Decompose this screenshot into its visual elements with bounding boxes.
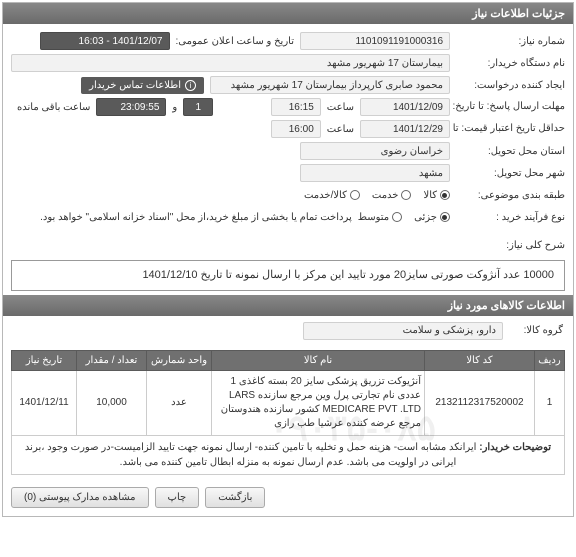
back-button[interactable]: بازگشت — [205, 487, 265, 508]
radio-dot-icon — [440, 190, 450, 200]
th-name: نام کالا — [212, 350, 425, 370]
th-date: تاریخ نیاز — [12, 350, 77, 370]
th-code: کد کالا — [425, 350, 535, 370]
general-title-box: 10000 عدد آنژوکت صورتی سایز20 مورد تایید… — [11, 260, 565, 291]
field-group: دارو، پزشکی و سلامت — [303, 322, 503, 340]
field-remain: 23:09:55 — [96, 98, 166, 116]
radio-both[interactable]: کالا/خدمت — [304, 190, 360, 201]
label-hour-2: ساعت — [321, 124, 360, 135]
field-city: مشهد — [300, 164, 450, 182]
purchase-note: پرداخت تمام یا بخشی از مبلغ خرید،از محل … — [11, 212, 358, 223]
radio-dot-icon — [401, 190, 411, 200]
items-table: ردیف کد کالا نام کالا واحد شمارش تعداد /… — [11, 350, 565, 475]
cell-date: 1401/12/11 — [12, 370, 77, 435]
main-panel-header: جزئیات اطلاعات نیاز — [3, 3, 573, 24]
field-days: 1 — [183, 98, 213, 116]
field-deadline-time: 16:15 — [271, 98, 321, 116]
field-need-no: 1101091191000316 — [300, 32, 450, 50]
label-valid-until: حداقل تاریخ اعتبار قیمت: تا تاریخ: — [450, 123, 565, 135]
field-province: خراسان رضوی — [300, 142, 450, 160]
field-valid-time: 16:00 — [271, 120, 321, 138]
radio-dot-icon — [440, 212, 450, 222]
label-hour-1: ساعت — [321, 102, 360, 113]
radio-service[interactable]: خدمت — [372, 190, 412, 201]
radio-dot-icon — [350, 190, 360, 200]
radio-medium[interactable]: متوسط — [358, 212, 402, 223]
label-province: استان محل تحویل: — [450, 146, 565, 157]
cell-idx: 1 — [535, 370, 565, 435]
attachments-button[interactable]: مشاهده مدارک پیوستی (0) — [11, 487, 149, 508]
label-remaining: ساعت باقی مانده — [11, 102, 96, 113]
th-unit: واحد شمارش — [147, 350, 212, 370]
footer-buttons: مشاهده مدارک پیوستی (0) چاپ بازگشت — [3, 479, 573, 516]
th-qty: تعداد / مقدار — [77, 350, 147, 370]
label-group: گروه کالا: — [503, 325, 563, 336]
label-desc: توضیحات خریدار: — [479, 442, 551, 453]
field-buyer: بیمارستان 17 شهریور مشهد — [11, 54, 450, 72]
field-public-date: 1401/12/07 - 16:03 — [40, 32, 170, 50]
category-radio-group: کالا خدمت کالا/خدمت — [304, 190, 450, 201]
purchase-radio-group: جزئی متوسط — [358, 212, 450, 223]
notes-row: توضیحات خریدار: ایرانکد مشابه است- هزینه… — [12, 435, 565, 474]
label-need-no: شماره نیاز: — [450, 36, 565, 47]
label-general-title: شرح کلی نیاز: — [450, 240, 565, 251]
cell-qty: 10,000 — [77, 370, 147, 435]
contact-buyer-button[interactable]: i اطلاعات تماس خریدار — [81, 77, 204, 94]
label-buyer: نام دستگاه خریدار: — [450, 58, 565, 69]
cell-notes: توضیحات خریدار: ایرانکد مشابه است- هزینه… — [12, 435, 565, 474]
table-header-row: ردیف کد کالا نام کالا واحد شمارش تعداد /… — [12, 350, 565, 370]
cell-unit: عدد — [147, 370, 212, 435]
label-category: طبقه بندی موضوعی: — [450, 190, 565, 201]
radio-dot-icon — [392, 212, 402, 222]
print-button[interactable]: چاپ — [155, 487, 200, 508]
label-requester: ایجاد کننده درخواست: — [450, 80, 565, 91]
label-public-date: تاریخ و ساعت اعلان عمومی: — [170, 36, 301, 47]
form-area: شماره نیاز: 1101091191000316 تاریخ و ساع… — [3, 24, 573, 234]
info-icon: i — [185, 80, 196, 91]
radio-minor[interactable]: جزئی — [414, 212, 450, 223]
label-and: و — [166, 102, 183, 113]
desc-text: ایرانکد مشابه است- هزینه حمل و تخلیه با … — [25, 442, 477, 468]
field-valid-date: 1401/12/29 — [360, 120, 450, 138]
items-table-wrap: ردیف کد کالا نام کالا واحد شمارش تعداد /… — [3, 346, 573, 479]
contact-btn-label: اطلاعات تماس خریدار — [89, 80, 181, 91]
th-idx: ردیف — [535, 350, 565, 370]
label-purchase-type: نوع فرآیند خرید : — [450, 212, 565, 223]
label-city: شهر محل تحویل: — [450, 168, 565, 179]
field-requester: محمود صابری کارپرداز بیمارستان 17 شهریور… — [210, 76, 450, 94]
main-panel: جزئیات اطلاعات نیاز شماره نیاز: 11010911… — [2, 2, 574, 517]
label-deadline: مهلت ارسال پاسخ: تا تاریخ: — [450, 101, 565, 113]
table-row: 1 2132112317520002 آنژیوکت تزریق پزشکی س… — [12, 370, 565, 435]
field-deadline-date: 1401/12/09 — [360, 98, 450, 116]
radio-kala[interactable]: کالا — [423, 190, 450, 201]
items-panel-header: اطلاعات کالاهای مورد نیاز — [3, 295, 573, 316]
cell-code: 2132112317520002 — [425, 370, 535, 435]
cell-name: آنژیوکت تزریق پزشکی سایز 20 بسته کاغذی 1… — [212, 370, 425, 435]
